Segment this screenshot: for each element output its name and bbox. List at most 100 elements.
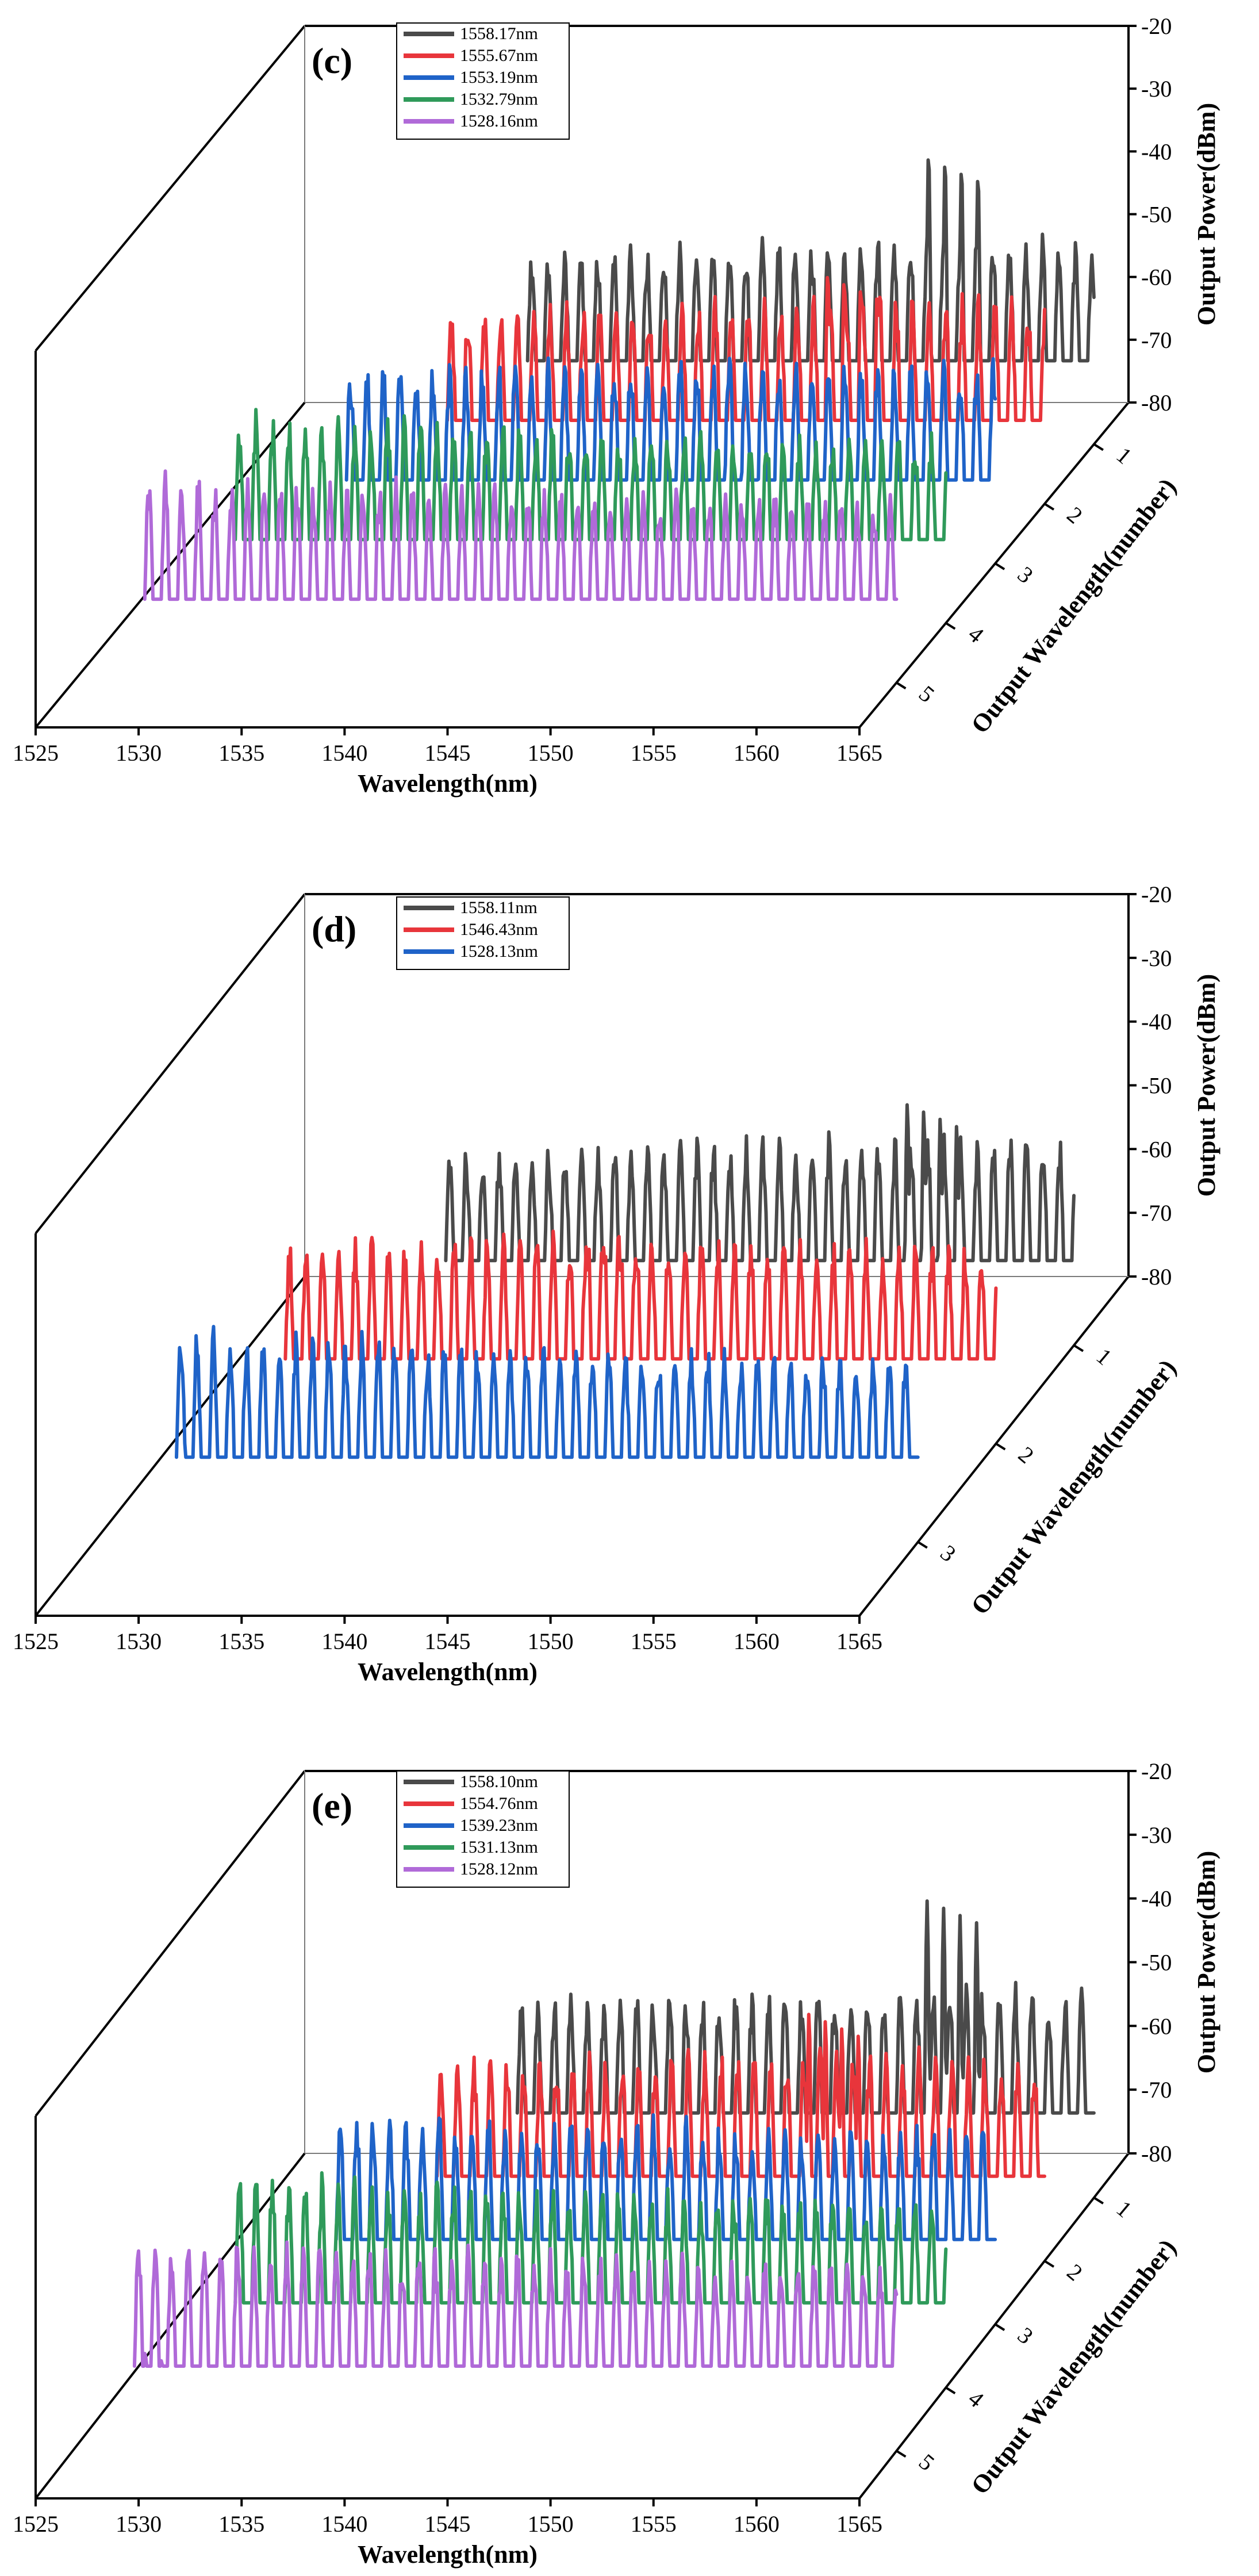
z-tick-label: -50 xyxy=(1141,1073,1172,1099)
waterfall-spectra-figure: 1525 1530 1535 1540 1545 1550 1555 1560 1565Wave… xyxy=(0,0,1259,2576)
z-tick-label: -40 xyxy=(1141,1886,1172,1912)
x-tick-label: 1555 xyxy=(631,2511,677,2537)
y-tick xyxy=(995,2324,1004,2330)
z-tick-label: -50 xyxy=(1141,202,1172,228)
y-tick xyxy=(1094,2198,1103,2203)
legend-entry: 1554.76nm xyxy=(460,1794,538,1813)
x-tick-label: 1530 xyxy=(116,2511,162,2537)
y-tick xyxy=(1074,1346,1083,1351)
y-axis-title: Output Wavelength(number) xyxy=(966,1354,1182,1620)
legend-entry: 1546.43nm xyxy=(460,920,538,939)
x-tick-label: 1545 xyxy=(425,1628,471,1654)
x-axis-title: Wavelength(nm) xyxy=(358,769,538,798)
chart-panel-1: 1525 1530 1535 1540 1545 1550 1555 1560 1565 Wave… xyxy=(13,13,1220,798)
z-tick-label: -70 xyxy=(1141,1200,1172,1226)
y-tick-label: 1 xyxy=(1092,1343,1117,1370)
x-tick-label: 1535 xyxy=(218,2511,264,2537)
legend-entry: 1558.10nm xyxy=(460,1772,538,1791)
z-tick-label: -40 xyxy=(1141,1009,1172,1035)
x-tick-label: 1525 xyxy=(13,1628,59,1654)
y-tick-label: 2 xyxy=(1014,1442,1039,1469)
z-tick-label: -60 xyxy=(1141,1136,1172,1162)
spectrum-trace-3 xyxy=(176,1327,918,1457)
x-tick-label: 1565 xyxy=(836,740,882,766)
y-tick xyxy=(995,564,1004,569)
z-tick-label: -80 xyxy=(1141,390,1172,416)
legend-entry: 1558.11nm xyxy=(460,898,538,917)
y-tick xyxy=(896,683,905,688)
legend-entry: 1553.19nm xyxy=(460,68,538,87)
x-axis-title: Wavelength(nm) xyxy=(358,1658,538,1686)
panel-label: (e) xyxy=(312,1785,352,1826)
y-tick xyxy=(1094,444,1103,450)
z-tick-label: -20 xyxy=(1141,1758,1172,1784)
chart-panel-2: 1525 1530 1535 1540 1545 1550 1555 1560 1565 Wave… xyxy=(13,881,1220,1686)
z-tick-label: -30 xyxy=(1141,76,1172,102)
y-tick-label: 5 xyxy=(914,2448,939,2475)
z-axis-title: Output Power(dBm) xyxy=(1192,974,1220,1197)
top-left-edge xyxy=(36,894,305,1233)
chart-panel-3: 1525 1530 1535 1540 1545 1550 1555 1560 1565 Wave… xyxy=(13,1758,1220,2569)
x-tick-label: 1550 xyxy=(528,740,574,766)
x-tick-label: 1560 xyxy=(734,740,780,766)
z-tick-label: -70 xyxy=(1141,327,1172,353)
y-tick-label: 3 xyxy=(1013,561,1038,588)
legend-entry: 1528.12nm xyxy=(460,1860,538,1879)
x-tick-label: 1565 xyxy=(836,1628,882,1654)
top-left-edge xyxy=(36,1771,305,2116)
legend-entry: 1555.67nm xyxy=(460,46,538,65)
x-tick-label: 1560 xyxy=(734,2511,780,2537)
x-tick-label: 1565 xyxy=(836,2511,882,2537)
floor-left-edge xyxy=(36,2153,305,2498)
legend-entry: 1539.23nm xyxy=(460,1816,538,1835)
y-tick xyxy=(996,1444,1005,1450)
y-tick-label: 3 xyxy=(1013,2322,1038,2349)
z-tick-label: -40 xyxy=(1141,139,1172,164)
x-tick-label: 1560 xyxy=(734,1628,780,1654)
z-tick-label: -50 xyxy=(1141,1950,1172,1976)
top-left-edge xyxy=(36,26,305,351)
x-tick-label: 1525 xyxy=(13,740,59,766)
x-tick-label: 1550 xyxy=(528,1628,574,1654)
z-tick-label: -20 xyxy=(1141,13,1172,39)
y-tick-label: 1 xyxy=(1111,442,1137,469)
y-tick-label: 4 xyxy=(964,2385,989,2412)
x-axis-title: Wavelength(nm) xyxy=(358,2540,538,2569)
y-tick-label: 3 xyxy=(935,1540,961,1567)
y-tick xyxy=(946,623,955,629)
x-tick-label: 1545 xyxy=(425,2511,471,2537)
z-tick-label: -80 xyxy=(1141,1264,1172,1290)
z-tick-label: -80 xyxy=(1141,2141,1172,2167)
z-axis-title: Output Power(dBm) xyxy=(1192,1851,1220,2073)
legend-entry: 1531.13nm xyxy=(460,1838,538,1857)
z-tick-label: -60 xyxy=(1141,264,1172,290)
y-tick xyxy=(896,2451,905,2456)
legend-entry: 1532.79nm xyxy=(460,90,538,109)
y-tick-label: 5 xyxy=(914,680,939,707)
y-tick-label: 2 xyxy=(1062,2259,1088,2286)
legend-entry: 1558.17nm xyxy=(460,24,538,43)
floor-left-edge xyxy=(36,1276,305,1616)
x-tick-label: 1550 xyxy=(528,2511,574,2537)
y-tick-label: 2 xyxy=(1062,501,1088,528)
x-tick-label: 1530 xyxy=(116,1628,162,1654)
legend-entry: 1528.13nm xyxy=(460,942,538,961)
x-tick-label: 1540 xyxy=(321,1628,367,1654)
panel-label: (d) xyxy=(312,908,356,949)
z-tick-label: -30 xyxy=(1141,1822,1172,1848)
y-tick-label: 4 xyxy=(964,621,989,648)
z-tick-label: -30 xyxy=(1141,945,1172,971)
x-tick-label: 1525 xyxy=(13,2511,59,2537)
x-tick-label: 1540 xyxy=(321,2511,367,2537)
x-tick-label: 1555 xyxy=(631,1628,677,1654)
x-tick-label: 1530 xyxy=(116,740,162,766)
y-tick xyxy=(946,2387,955,2393)
x-tick-label: 1545 xyxy=(425,740,471,766)
floor-left-edge xyxy=(36,402,305,727)
panel-label: (c) xyxy=(312,40,352,81)
x-tick-label: 1535 xyxy=(218,1628,264,1654)
spectrum-trace-1 xyxy=(446,1105,1074,1261)
y-tick xyxy=(918,1542,927,1548)
z-tick-label: -60 xyxy=(1141,2013,1172,2039)
legend-entry: 1528.16nm xyxy=(460,112,538,131)
